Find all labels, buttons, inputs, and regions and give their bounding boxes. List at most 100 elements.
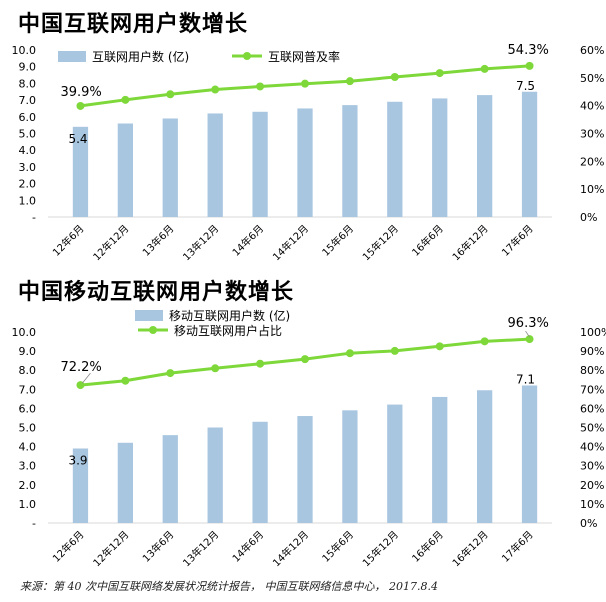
line-point xyxy=(345,349,354,358)
y-tick-label: 2.0 xyxy=(19,479,37,492)
legend-bar-swatch xyxy=(135,310,163,321)
x-tick-label: 13年12月 xyxy=(180,528,221,569)
legend-line-marker xyxy=(149,326,157,334)
bar xyxy=(252,421,268,523)
y2-tick-label: 80% xyxy=(580,364,604,377)
x-tick-label: 15年6月 xyxy=(319,222,356,259)
y-tick-label: 8.0 xyxy=(19,364,37,377)
y2-tick-label: 0% xyxy=(580,517,597,530)
y2-tick-label: 100% xyxy=(580,326,606,339)
x-tick-label: 12年6月 xyxy=(50,222,87,259)
y-tick-label: 4.0 xyxy=(19,441,37,454)
bar xyxy=(162,118,178,217)
line-point xyxy=(390,346,399,355)
bar xyxy=(432,98,448,217)
y2-tick-label: 30% xyxy=(580,128,604,141)
bar-data-label: 3.9 xyxy=(68,454,87,468)
bar xyxy=(342,105,358,217)
x-tick-label: 14年12月 xyxy=(270,528,311,569)
bar-data-label: 7.1 xyxy=(516,372,535,386)
bar xyxy=(207,427,223,523)
y2-tick-label: 70% xyxy=(580,383,604,396)
line-point xyxy=(435,342,444,351)
line-data-label: 54.3% xyxy=(508,43,549,58)
label-leader xyxy=(82,372,91,384)
y2-tick-label: 50% xyxy=(580,422,604,435)
y2-tick-label: 10% xyxy=(580,498,604,511)
y-tick-label: 3.0 xyxy=(19,460,37,473)
bar xyxy=(72,448,89,523)
x-tick-label: 16年12月 xyxy=(449,222,490,263)
y-tick-label: 8.0 xyxy=(19,77,37,90)
line-data-label: 96.3% xyxy=(508,316,549,331)
line-point xyxy=(525,335,534,344)
x-tick-label: 13年6月 xyxy=(140,528,177,565)
y-tick-label: 1.0 xyxy=(19,194,37,207)
chart-internet-users: - 1.0 2.0 3.0 4.0 5.0 6.0 7.0 8.0 9.0 10.0 0% 10% 20%… xyxy=(12,43,605,263)
line-data-label: 72.2% xyxy=(60,360,101,375)
x-tick-label: 12年6月 xyxy=(50,528,87,565)
bar xyxy=(521,385,538,523)
chart-mobile-internet-users: - 1.0 2.0 3.0 4.0 5.0 6.0 7.0 8.0 9.0 10.0 0% 10% 20%… xyxy=(12,308,606,569)
x-tick-label: 16年6月 xyxy=(409,528,446,565)
y-tick-label: 10.0 xyxy=(12,44,37,57)
bar xyxy=(387,101,403,217)
y2-tick-label: 30% xyxy=(580,460,604,473)
x-tick-label: 15年12月 xyxy=(360,528,401,569)
y2-tick-label: 10% xyxy=(580,183,604,196)
line-point xyxy=(76,101,85,110)
x-tick-label: 14年12月 xyxy=(270,222,311,263)
x-tick-label: 17年6月 xyxy=(499,222,536,259)
x-tick-label: 16年12月 xyxy=(449,528,490,569)
line-point xyxy=(480,64,489,73)
y-tick-label: 4.0 xyxy=(19,144,37,157)
x-tick-label: 16年6月 xyxy=(409,222,446,259)
chart-title-internet-users: 中国互联网用户数增长 xyxy=(18,12,249,37)
y-tick-label: 1.0 xyxy=(19,498,37,511)
x-tick-label: 14年6月 xyxy=(229,222,266,259)
bar xyxy=(477,390,493,523)
line-point xyxy=(435,69,444,78)
label-leader xyxy=(525,330,530,338)
legend-line-label: 互联网普及率 xyxy=(268,49,340,64)
line-point xyxy=(301,79,309,88)
line-point xyxy=(211,364,220,373)
bar xyxy=(521,91,538,217)
bar xyxy=(387,404,403,523)
y2-tick-label: 60% xyxy=(580,402,604,415)
line-data-label: 39.9% xyxy=(60,85,101,100)
y2-tick-label: 20% xyxy=(580,155,604,168)
legend-bar-label: 移动互联网用户数 (亿) xyxy=(169,308,290,323)
y2-tick-label: 0% xyxy=(580,211,597,224)
line-point xyxy=(525,61,534,70)
x-tick-label: 15年6月 xyxy=(319,528,356,565)
x-tick-label: 13年12月 xyxy=(180,222,221,263)
line-point xyxy=(121,95,130,104)
y-tick-label: 5.0 xyxy=(19,128,37,141)
legend-bar-swatch xyxy=(58,51,86,62)
y-tick-label: 6.0 xyxy=(19,402,37,415)
y-tick-label: 7.0 xyxy=(19,94,37,107)
line-point xyxy=(256,359,265,368)
x-tick-label: 12年12月 xyxy=(90,528,131,569)
y-tick-label: - xyxy=(32,517,36,530)
line-point xyxy=(211,85,220,94)
y2-tick-label: 90% xyxy=(580,345,604,358)
x-tick-label: 13年6月 xyxy=(140,222,177,259)
line-point xyxy=(166,90,175,99)
bar xyxy=(432,396,448,523)
bar xyxy=(297,416,313,523)
bar xyxy=(297,108,313,217)
y-tick-label: 9.0 xyxy=(19,345,37,358)
y2-tick-label: 50% xyxy=(580,72,604,85)
line-point xyxy=(301,355,309,364)
bar-data-label: 7.5 xyxy=(516,79,535,93)
y2-tick-label: 40% xyxy=(580,441,604,454)
line-point xyxy=(390,72,399,81)
bar xyxy=(117,123,133,217)
bar xyxy=(252,111,268,217)
chart-title-mobile-internet-users: 中国移动互联网用户数增长 xyxy=(18,280,295,305)
x-tick-label: 12年12月 xyxy=(90,222,131,263)
y2-tick-label: 20% xyxy=(580,479,604,492)
line-point xyxy=(345,77,354,86)
